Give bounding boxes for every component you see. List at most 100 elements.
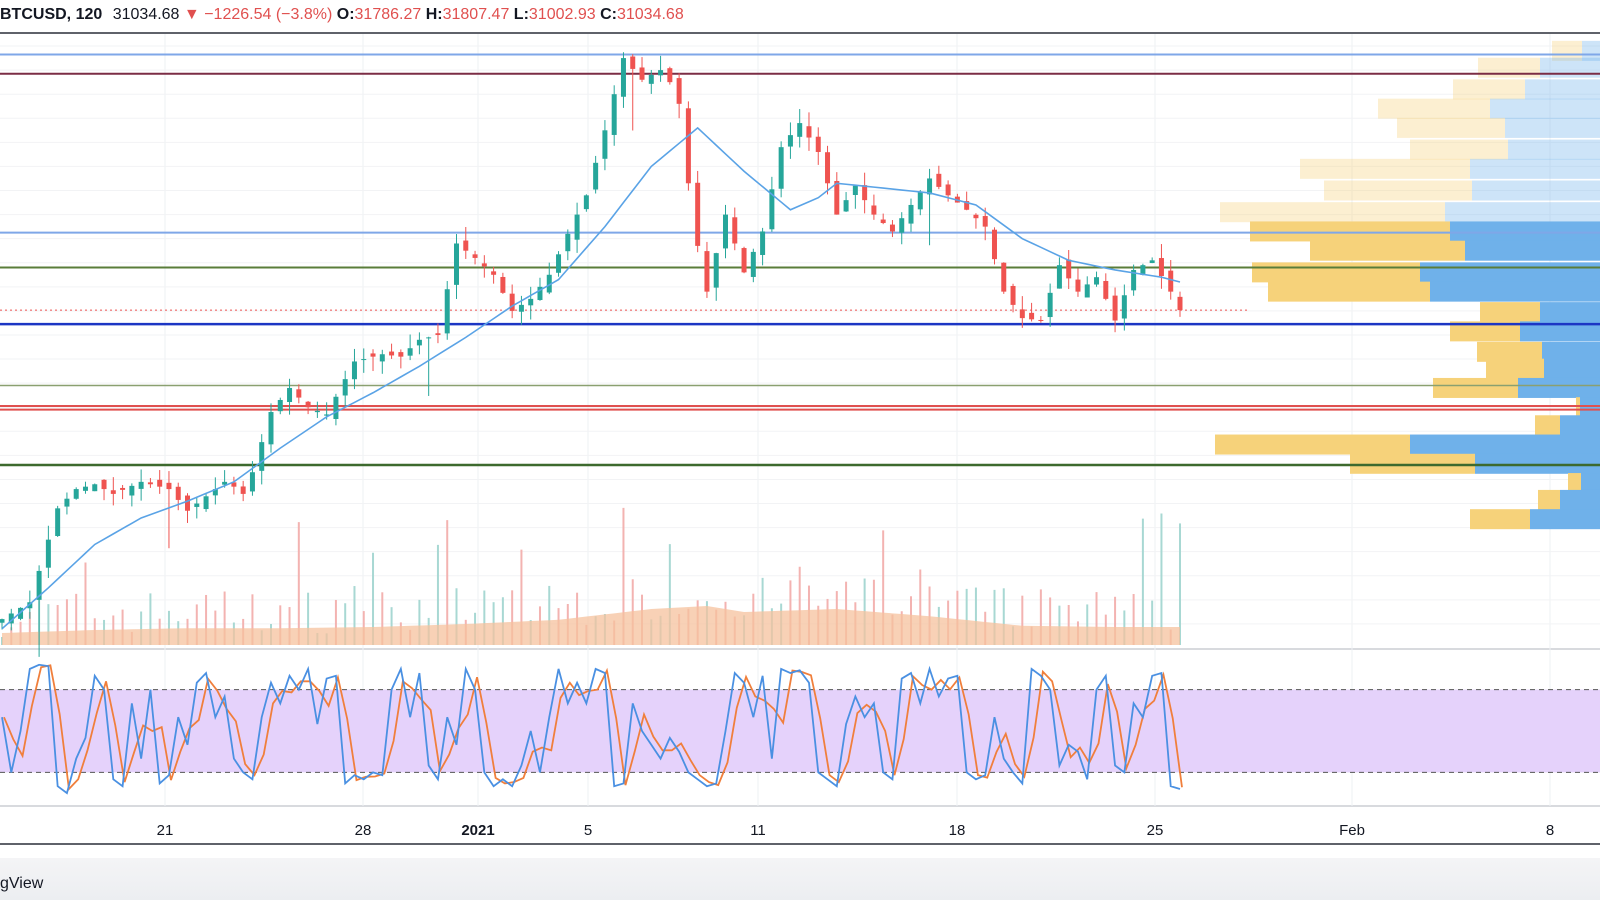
- volume-profile-up-bar: [1250, 221, 1450, 242]
- interval-label[interactable]: 120: [75, 6, 103, 23]
- candle: [667, 66, 673, 85]
- candle-body: [741, 248, 747, 273]
- candle: [259, 434, 265, 485]
- candle: [1010, 283, 1016, 313]
- candle-body: [1140, 265, 1146, 276]
- candle: [778, 141, 784, 198]
- candle-body: [815, 136, 821, 152]
- candle: [713, 252, 719, 301]
- candle: [982, 207, 988, 241]
- candle: [1075, 268, 1081, 297]
- candle-body: [379, 354, 385, 362]
- volume-profile-down-bar: [1542, 341, 1600, 362]
- candle: [574, 202, 580, 253]
- candle: [342, 370, 348, 407]
- close-value: 31034.68: [616, 6, 684, 23]
- candle: [147, 478, 153, 488]
- candle: [546, 262, 552, 295]
- candle-body: [342, 379, 348, 396]
- volume-profile-down-bar: [1470, 158, 1600, 179]
- candle-body: [333, 396, 339, 419]
- candle-body: [157, 479, 163, 487]
- candle-body: [1001, 262, 1007, 292]
- volume-profile-down-bar: [1560, 415, 1600, 436]
- candle-body: [732, 217, 738, 244]
- candle: [351, 348, 357, 390]
- candle: [175, 482, 181, 511]
- candle: [917, 190, 923, 216]
- candle: [426, 336, 432, 396]
- candle-body: [212, 489, 218, 496]
- volume-profile-up-bar: [1470, 509, 1530, 530]
- candle-body: [92, 484, 98, 492]
- candle-body: [685, 108, 691, 184]
- candle: [732, 207, 738, 251]
- candle-body: [797, 123, 803, 137]
- candle-body: [8, 613, 14, 624]
- candle-body: [806, 126, 812, 138]
- open-label: O:: [336, 6, 355, 23]
- candle-body: [1177, 296, 1183, 311]
- horizontal-levels: [0, 53, 1600, 467]
- candle: [1158, 244, 1164, 289]
- volume-profile-down-bar: [1420, 262, 1600, 283]
- candle: [379, 349, 385, 374]
- candle-body: [314, 410, 320, 413]
- candle-body: [760, 231, 766, 255]
- volume-profile-up-bar: [1324, 180, 1472, 201]
- candle-body: [565, 233, 571, 252]
- candle-body: [648, 74, 654, 84]
- candle: [101, 479, 107, 501]
- volume-profile-down-bar: [1445, 202, 1600, 223]
- volume-profile-down-bar: [1518, 377, 1600, 398]
- candle: [797, 109, 803, 148]
- candle-body: [120, 487, 126, 490]
- candle-body: [769, 189, 775, 230]
- x-tick-label: 11: [750, 822, 766, 839]
- candle-body: [231, 482, 237, 487]
- symbol-label[interactable]: BTCUSD: [0, 6, 67, 23]
- candle-body: [1075, 279, 1081, 292]
- candle: [1121, 284, 1127, 331]
- candle-body: [843, 200, 849, 212]
- candle-body: [268, 412, 274, 445]
- candle: [463, 226, 469, 259]
- candle-body: [787, 135, 793, 147]
- candle-body: [129, 485, 135, 496]
- candle-body: [1010, 285, 1016, 305]
- candle-body: [871, 205, 877, 215]
- candle: [120, 484, 126, 500]
- candle: [630, 54, 636, 131]
- horizontal-grid: [0, 45, 1600, 625]
- candle-body: [426, 337, 432, 339]
- volume-profile-up-bar: [1535, 415, 1560, 436]
- candle: [361, 348, 367, 373]
- candle-body: [1084, 284, 1090, 298]
- candle-body: [416, 339, 422, 346]
- candle-body: [862, 185, 868, 201]
- candle: [583, 194, 589, 212]
- candle: [787, 122, 793, 159]
- candle-body: [1158, 258, 1164, 276]
- candle: [806, 112, 812, 151]
- candle: [834, 172, 840, 215]
- candle-body: [1103, 280, 1109, 299]
- candle-body: [82, 486, 88, 491]
- candle-body: [1019, 309, 1025, 319]
- candle: [537, 277, 543, 301]
- candle: [676, 73, 682, 119]
- candle: [398, 349, 404, 369]
- candle-body: [704, 251, 710, 292]
- candle: [333, 393, 339, 426]
- x-tick-label: 8: [1546, 822, 1554, 839]
- price-chart[interactable]: 21 28 2021 5 11 18 25 Feb 8: [0, 0, 1600, 858]
- candle-body: [110, 490, 116, 494]
- volume-profile-up-bar: [1397, 117, 1505, 138]
- candle-body: [676, 78, 682, 104]
- candle: [1131, 264, 1137, 296]
- volume-profile-up-bar: [1268, 281, 1430, 302]
- candle: [899, 212, 905, 245]
- candle-body: [583, 195, 589, 210]
- candle: [973, 213, 979, 229]
- candle-body: [0, 619, 5, 623]
